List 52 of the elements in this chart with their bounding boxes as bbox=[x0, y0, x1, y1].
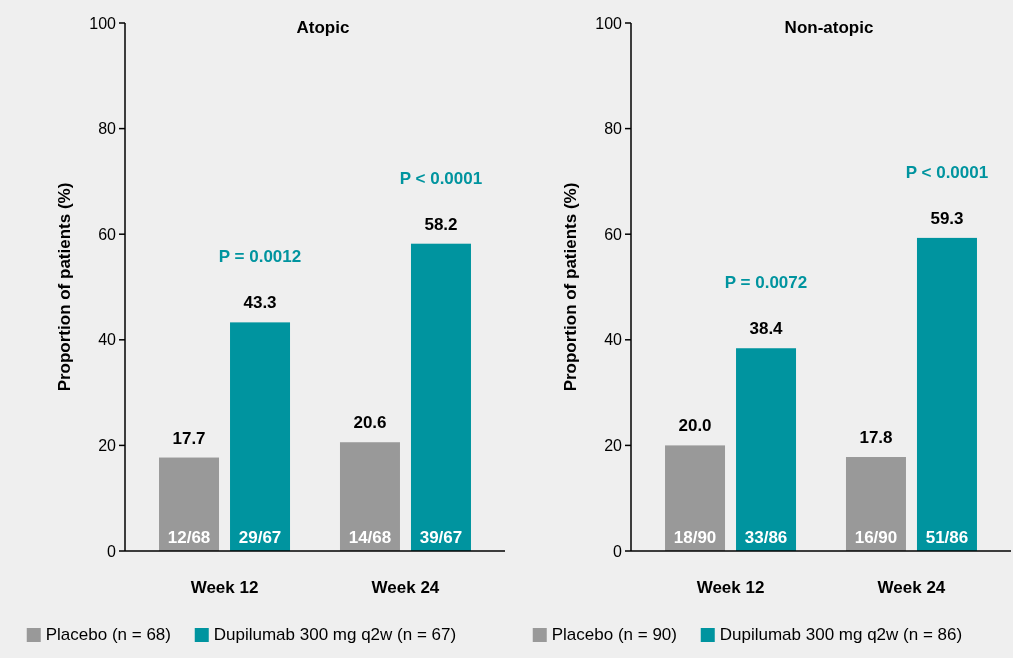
chart-title: Atopic bbox=[296, 18, 350, 37]
x-tick-label: Week 24 bbox=[877, 578, 946, 597]
y-tick-label: 40 bbox=[604, 331, 623, 349]
x-tick-label: Week 24 bbox=[371, 578, 440, 597]
data-label: 43.3 bbox=[243, 293, 277, 313]
y-tick-label: 60 bbox=[98, 225, 117, 243]
annotation: 12/68 bbox=[167, 528, 211, 547]
data-label: 20.0 bbox=[678, 416, 712, 436]
annotation: 14/68 bbox=[348, 528, 392, 547]
annotation: P = 0.0072 bbox=[724, 273, 808, 293]
legend-label: Dupilumab 300 mg q2w (n = 67) bbox=[213, 625, 457, 644]
y-tick-label: 0 bbox=[613, 542, 623, 560]
annotation: 18/90 bbox=[673, 528, 717, 547]
y-tick-label: 80 bbox=[98, 120, 117, 138]
y-axis-title: Proportion of patients (%) bbox=[561, 182, 580, 392]
bar bbox=[339, 442, 400, 551]
annotation: P < 0.0001 bbox=[905, 162, 989, 182]
annotation: 39/67 bbox=[419, 528, 463, 547]
y-tick-label: 40 bbox=[98, 331, 117, 349]
x-tick-label: Week 12 bbox=[190, 578, 259, 597]
x-tick-label: Week 12 bbox=[696, 578, 765, 597]
y-tick-label: 60 bbox=[604, 225, 623, 243]
data-label: 20.6 bbox=[353, 413, 387, 433]
data-label: 17.8 bbox=[859, 428, 893, 448]
data-label: 58.2 bbox=[424, 214, 458, 234]
annotation: 51/86 bbox=[925, 528, 969, 547]
data-label: 59.3 bbox=[930, 208, 964, 228]
y-tick-label: 20 bbox=[98, 437, 117, 454]
bar bbox=[736, 348, 797, 551]
data-label: 38.4 bbox=[749, 319, 784, 339]
annotation: P = 0.0012 bbox=[218, 247, 302, 267]
bar bbox=[916, 237, 977, 551]
data-label: 17.7 bbox=[172, 428, 206, 448]
annotation: 33/86 bbox=[744, 528, 788, 547]
bar bbox=[845, 457, 906, 551]
legend-label: Placebo (n = 90) bbox=[551, 625, 677, 644]
legend-label: Dupilumab 300 mg q2w (n = 86) bbox=[719, 625, 963, 644]
bar bbox=[410, 243, 471, 551]
y-tick-label: 0 bbox=[107, 542, 117, 560]
y-tick-label: 20 bbox=[604, 437, 623, 454]
y-tick-label: 100 bbox=[595, 14, 623, 32]
y-axis-title: Proportion of patients (%) bbox=[55, 182, 74, 392]
chart-title: Non-atopic bbox=[784, 18, 874, 37]
y-tick-label: 100 bbox=[89, 14, 117, 32]
bar bbox=[665, 445, 726, 551]
annotation: 16/90 bbox=[854, 528, 898, 547]
bar bbox=[230, 322, 291, 551]
y-tick-label: 80 bbox=[604, 120, 623, 138]
annotation: P < 0.0001 bbox=[399, 168, 483, 188]
legend-label: Placebo (n = 68) bbox=[45, 625, 171, 644]
annotation: 29/67 bbox=[238, 528, 282, 547]
bar bbox=[159, 457, 220, 551]
